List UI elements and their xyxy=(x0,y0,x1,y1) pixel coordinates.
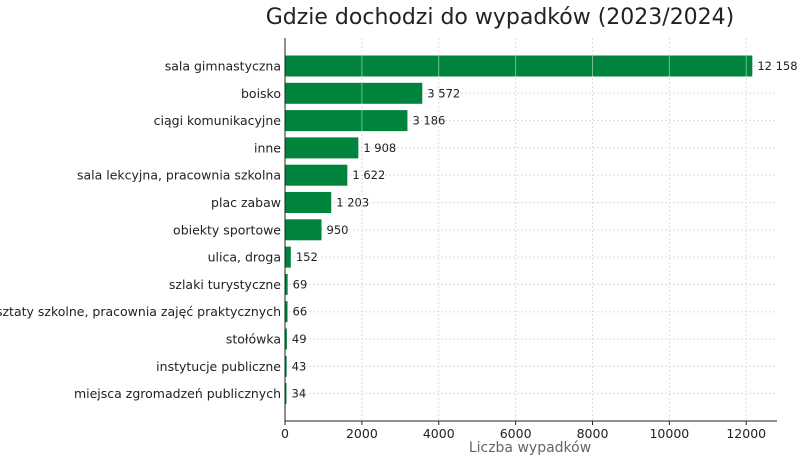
category-label: plac zabaw xyxy=(211,195,281,210)
value-label: 34 xyxy=(292,387,307,401)
bar xyxy=(285,383,287,405)
bar xyxy=(285,164,348,186)
bar xyxy=(285,273,288,295)
bar xyxy=(285,301,288,323)
value-label: 3 572 xyxy=(427,86,460,100)
bar xyxy=(285,355,287,377)
x-tick-label: 4000 xyxy=(423,426,455,441)
axes xyxy=(284,38,777,422)
category-labels: sala gimnastyczna boisko ciągi komunikacyj… xyxy=(0,59,281,402)
value-label: 950 xyxy=(327,223,349,237)
category-label: ulica, droga xyxy=(208,250,281,265)
bar xyxy=(285,219,322,241)
bars xyxy=(285,55,753,405)
x-tick-label: 10000 xyxy=(649,426,689,441)
x-tick-label: 0 xyxy=(281,426,289,441)
x-axis-title: Liczba wypadków xyxy=(469,440,591,456)
bar xyxy=(285,246,291,268)
category-label: szlaki turystyczne xyxy=(169,277,281,292)
bar xyxy=(285,82,423,104)
bar xyxy=(285,137,359,159)
value-label: 1 908 xyxy=(363,141,396,155)
category-label: stołówka xyxy=(226,332,281,347)
category-label: inne xyxy=(254,140,281,155)
value-label: 1 203 xyxy=(336,196,369,210)
value-label: 152 xyxy=(296,250,318,264)
category-label: sala lekcyjna, pracownia szkolna xyxy=(77,168,281,183)
category-label: warsztaty szkolne, pracownia zajęć prakt… xyxy=(0,304,281,319)
value-labels: 12 158 3 572 3 186 1 908 1 622 1 203 950 152 69 6… xyxy=(292,59,798,401)
category-label: sala gimnastyczna xyxy=(165,59,281,74)
category-label: obiekty sportowe xyxy=(173,222,281,237)
bar xyxy=(285,192,332,213)
value-label: 12 158 xyxy=(757,59,797,73)
x-ticks: 0 2000 4000 6000 8000 10000 12000 xyxy=(281,421,766,441)
chart-title: Gdzie dochodzi do wypadków (2023/2024) xyxy=(266,5,735,30)
value-label: 69 xyxy=(293,277,308,291)
bar xyxy=(285,55,753,77)
category-label: instytucje publiczne xyxy=(156,359,281,374)
value-label: 49 xyxy=(292,332,307,346)
value-label: 66 xyxy=(293,305,308,319)
x-tick-label: 8000 xyxy=(577,426,609,441)
x-tick-label: 2000 xyxy=(346,426,378,441)
x-tick-label: 6000 xyxy=(500,426,532,441)
value-label: 1 622 xyxy=(352,168,385,182)
bar xyxy=(285,328,287,350)
x-tick-label: 12000 xyxy=(726,426,766,441)
value-label: 43 xyxy=(292,359,307,373)
value-label: 3 186 xyxy=(412,114,445,128)
category-label: boisko xyxy=(241,86,281,101)
category-label: miejsca zgromadzeń publicznych xyxy=(74,386,281,401)
category-label: ciągi komunikacyjne xyxy=(154,113,282,128)
bar xyxy=(285,110,408,132)
